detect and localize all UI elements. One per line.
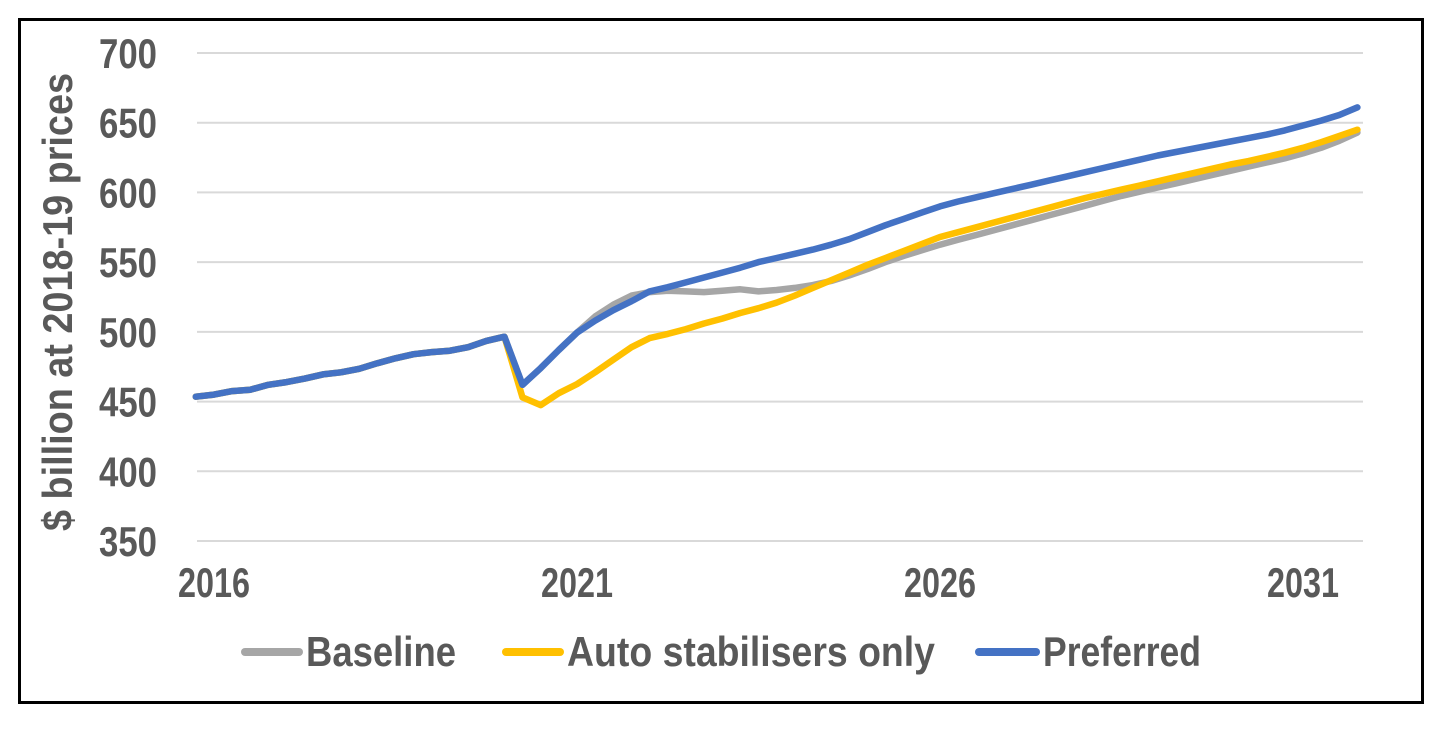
y-tick-label: 700 [99, 30, 157, 77]
figure-border [18, 18, 1424, 704]
series-line-preferred [192, 104, 1361, 400]
y-tick-label: 550 [99, 239, 157, 286]
legend-label-preferred: Preferred [1043, 628, 1201, 675]
y-tick-label: 400 [99, 448, 157, 495]
x-tick-label: 2026 [904, 559, 976, 606]
y-tick-label: 350 [99, 518, 157, 565]
legend-label-baseline: Baseline [306, 628, 456, 675]
y-tick-label: 600 [99, 169, 157, 216]
y-axis-title: $ billion at 2018-19 prices [34, 73, 81, 531]
x-tick-label: 2016 [178, 559, 250, 606]
y-tick-label: 450 [99, 379, 157, 426]
y-tick-label: 650 [99, 100, 157, 147]
x-tick-label: 2031 [1267, 559, 1339, 606]
legend-label-auto-stabilisers-only: Auto stabilisers only [567, 628, 936, 675]
y-tick-label: 500 [99, 309, 157, 356]
x-tick-label: 2021 [541, 559, 613, 606]
